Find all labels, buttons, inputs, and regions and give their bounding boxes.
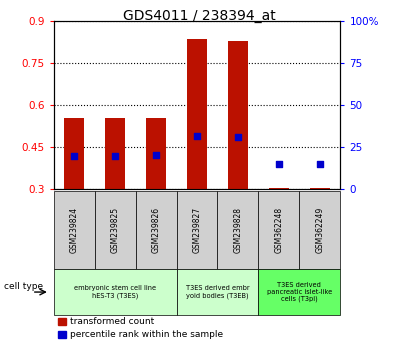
Text: GDS4011 / 238394_at: GDS4011 / 238394_at xyxy=(123,9,275,23)
Bar xyxy=(64,118,84,189)
Bar xyxy=(187,39,207,189)
Text: GSM239828: GSM239828 xyxy=(234,207,242,253)
Text: GSM239826: GSM239826 xyxy=(152,207,160,253)
Text: GSM239824: GSM239824 xyxy=(70,207,79,253)
Text: GSM362249: GSM362249 xyxy=(315,207,324,253)
Point xyxy=(194,133,200,138)
Text: embryonic stem cell line
hES-T3 (T3ES): embryonic stem cell line hES-T3 (T3ES) xyxy=(74,285,156,299)
Bar xyxy=(228,41,248,189)
Text: GSM239825: GSM239825 xyxy=(111,207,120,253)
Bar xyxy=(310,188,330,189)
Text: GSM239827: GSM239827 xyxy=(193,207,201,253)
Text: GSM362248: GSM362248 xyxy=(274,207,283,253)
Point xyxy=(235,135,241,140)
Point xyxy=(276,161,282,167)
Text: transformed count: transformed count xyxy=(70,316,155,326)
Point xyxy=(153,152,159,158)
Text: cell type: cell type xyxy=(4,282,43,291)
Bar xyxy=(105,118,125,189)
Bar xyxy=(146,118,166,189)
Point xyxy=(317,161,323,167)
Point xyxy=(71,153,77,159)
Text: T3ES derived embr
yoid bodies (T3EB): T3ES derived embr yoid bodies (T3EB) xyxy=(185,285,249,299)
Bar xyxy=(269,188,289,189)
Text: percentile rank within the sample: percentile rank within the sample xyxy=(70,330,224,339)
Point xyxy=(112,153,118,159)
Text: T3ES derived
pancreatic islet-like
cells (T3pi): T3ES derived pancreatic islet-like cells… xyxy=(267,282,332,302)
